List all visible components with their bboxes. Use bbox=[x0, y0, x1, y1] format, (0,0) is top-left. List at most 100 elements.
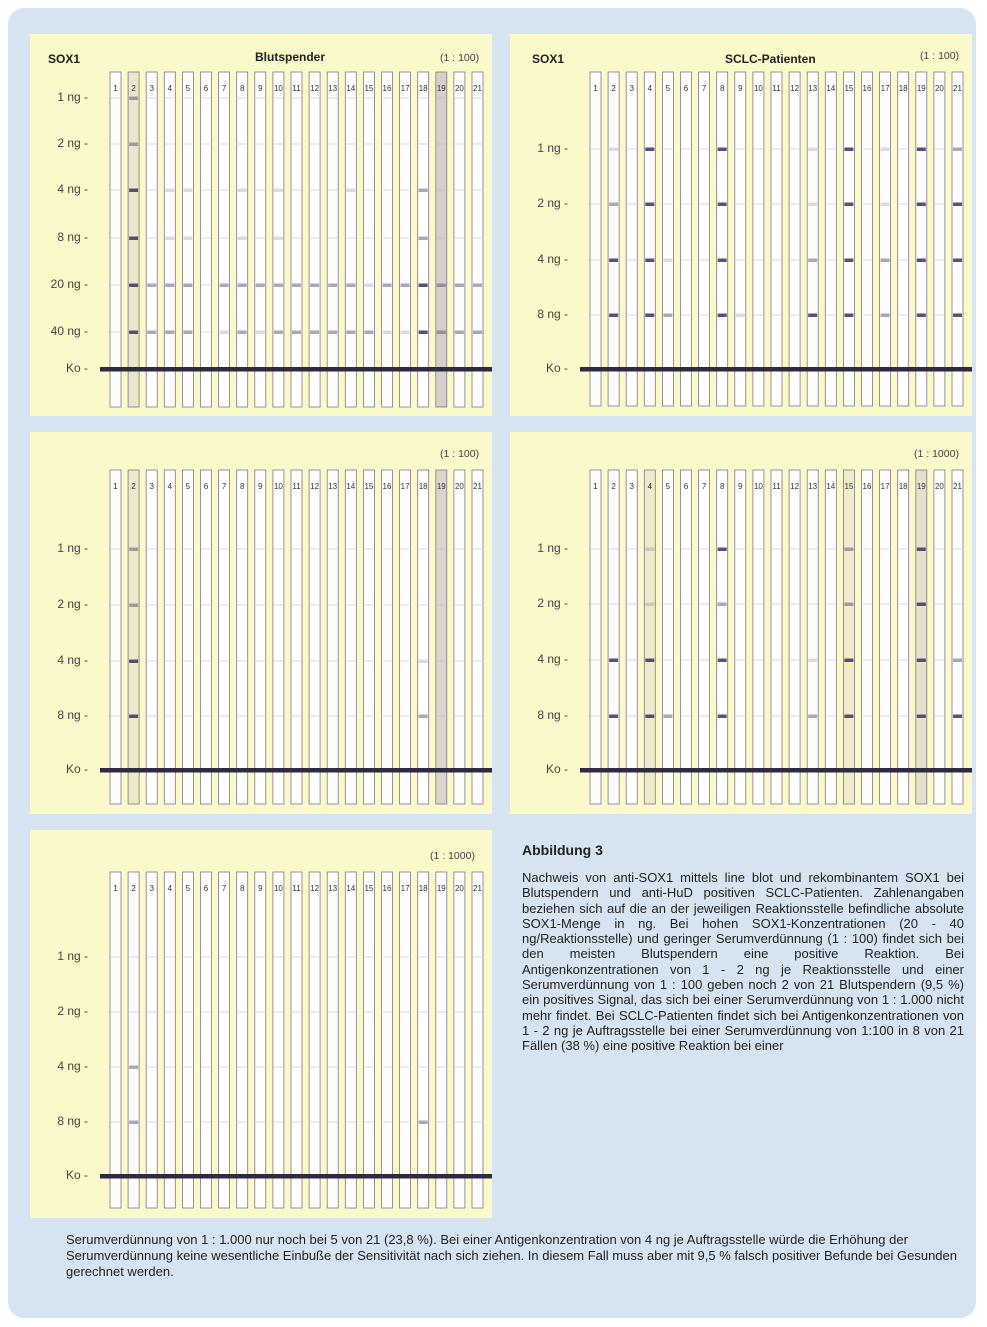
reaction-band bbox=[273, 283, 283, 287]
lane-number: 11 bbox=[772, 482, 781, 491]
lane-number: 10 bbox=[753, 84, 763, 93]
blot-strip bbox=[290, 469, 303, 805]
faint-band bbox=[591, 715, 600, 717]
reaction-band bbox=[645, 714, 655, 718]
concentration-label: 4 ng - bbox=[57, 653, 88, 667]
lane-number: 18 bbox=[418, 884, 428, 893]
faint-band bbox=[255, 1066, 265, 1068]
faint-band bbox=[219, 189, 229, 191]
lane-number: 13 bbox=[328, 84, 338, 93]
blot-strip bbox=[951, 469, 964, 805]
reaction-band bbox=[310, 330, 320, 334]
faint-band bbox=[201, 548, 211, 550]
concentration-label: 2 ng - bbox=[57, 1004, 88, 1018]
blot-strip bbox=[806, 469, 819, 805]
lane-number: 6 bbox=[203, 884, 209, 893]
lane-number: 2 bbox=[131, 482, 136, 491]
faint-band bbox=[111, 331, 120, 333]
faint-band bbox=[790, 603, 800, 605]
faint-band bbox=[183, 1121, 193, 1123]
blot-strip bbox=[453, 71, 466, 408]
lane-number: 11 bbox=[292, 482, 301, 491]
faint-band bbox=[473, 189, 482, 191]
concentration-label: Ko - bbox=[65, 762, 88, 776]
blot-strip bbox=[308, 469, 321, 805]
faint-band bbox=[219, 660, 229, 662]
lane-number: 13 bbox=[808, 84, 818, 93]
faint-band bbox=[934, 314, 944, 316]
faint-band bbox=[382, 956, 392, 958]
faint-band bbox=[201, 715, 211, 717]
faint-band bbox=[183, 604, 193, 606]
lane-number: 9 bbox=[258, 482, 263, 491]
lane-number: 16 bbox=[382, 84, 392, 93]
faint-band bbox=[663, 203, 673, 205]
panel-antigen-label: SOX1 bbox=[48, 52, 81, 66]
blot-strip bbox=[218, 71, 231, 408]
faint-band bbox=[454, 1011, 464, 1013]
faint-band bbox=[364, 1066, 374, 1068]
blot-strip bbox=[200, 71, 212, 408]
faint-band bbox=[681, 603, 691, 605]
blot-strips bbox=[580, 71, 972, 407]
reaction-band bbox=[292, 283, 301, 287]
faint-band bbox=[165, 1011, 175, 1013]
control-line bbox=[580, 768, 972, 773]
faint-band bbox=[255, 189, 265, 191]
faint-band bbox=[382, 715, 392, 717]
reaction-band bbox=[735, 313, 745, 317]
faint-band bbox=[346, 548, 356, 550]
faint-band bbox=[382, 1011, 392, 1013]
concentration-label: 4 ng - bbox=[57, 1059, 88, 1073]
faint-band bbox=[237, 1121, 247, 1123]
faint-band bbox=[346, 1066, 356, 1068]
faint-band bbox=[111, 143, 120, 145]
faint-band bbox=[364, 715, 374, 717]
faint-band bbox=[400, 1011, 410, 1013]
faint-band bbox=[111, 1066, 120, 1068]
reaction-band bbox=[953, 658, 962, 662]
reaction-band bbox=[916, 258, 926, 262]
faint-band bbox=[454, 237, 464, 239]
blot-strip bbox=[109, 71, 122, 408]
concentration-label: Ko - bbox=[545, 361, 568, 375]
faint-band bbox=[591, 603, 600, 605]
reaction-band bbox=[454, 283, 464, 287]
lane-number: 14 bbox=[826, 84, 836, 93]
reaction-band bbox=[237, 188, 247, 192]
lane-number: 9 bbox=[258, 84, 263, 93]
blot-strip bbox=[417, 871, 430, 1209]
panel-title: SCLC-Patienten bbox=[725, 52, 816, 66]
faint-band bbox=[400, 189, 410, 191]
lane-number: 6 bbox=[203, 482, 209, 491]
reaction-band bbox=[880, 147, 890, 151]
faint-band bbox=[454, 956, 464, 958]
faint-band bbox=[934, 259, 944, 261]
reaction-band bbox=[273, 188, 283, 192]
faint-band bbox=[400, 660, 410, 662]
faint-band bbox=[953, 603, 962, 605]
faint-band bbox=[826, 259, 836, 261]
faint-band bbox=[880, 548, 890, 550]
faint-band bbox=[627, 314, 637, 316]
lane-number: 8 bbox=[239, 84, 245, 93]
lane-number: 7 bbox=[701, 84, 707, 93]
faint-band bbox=[346, 715, 356, 717]
reaction-band bbox=[255, 283, 265, 287]
blot-strip bbox=[344, 871, 357, 1209]
reaction-band bbox=[844, 258, 854, 262]
reaction-band bbox=[609, 202, 619, 206]
blot-strip bbox=[127, 871, 140, 1209]
lane-number: 1 bbox=[113, 884, 118, 893]
lane-number: 9 bbox=[738, 482, 743, 491]
reaction-band bbox=[953, 313, 962, 317]
faint-band bbox=[346, 660, 356, 662]
faint-band bbox=[699, 659, 709, 661]
blot-strip bbox=[770, 71, 783, 407]
blot-strip bbox=[453, 871, 466, 1209]
faint-band bbox=[473, 1121, 482, 1123]
reaction-band bbox=[129, 330, 139, 334]
faint-band bbox=[201, 604, 211, 606]
faint-band bbox=[862, 715, 872, 717]
reaction-band bbox=[129, 188, 139, 192]
